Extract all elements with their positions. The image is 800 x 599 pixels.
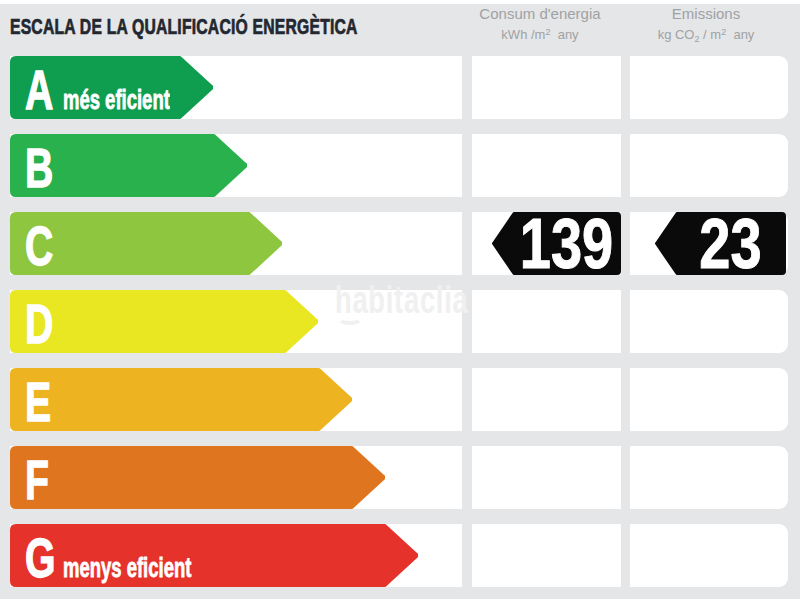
rating-letter: C [25, 223, 53, 269]
rating-letter: D [25, 301, 53, 347]
energy-rating-scale: ESCALA DE LA QUALIFICACIÓ ENERGÈTICA Con… [0, 0, 800, 599]
top-strip [0, 0, 800, 4]
watermark-smile-icon [337, 312, 363, 325]
emissions-header-unit: kg CO2 / m2 any [626, 28, 786, 44]
rating-arrow [10, 290, 318, 353]
rating-row-g: G menys eficient [0, 524, 800, 587]
rating-caption: més eficient [63, 90, 170, 110]
rating-row-e: E [0, 368, 800, 431]
page-title: ESCALA DE LA QUALIFICACIÓ ENERGÈTICA [10, 15, 358, 40]
emissions-value-tag-value: 23 [686, 212, 775, 275]
consum-value-tag: 139 [492, 212, 621, 275]
rating-letter: F [25, 457, 49, 503]
consum-cell [472, 290, 621, 353]
consum-column-header: Consum d'energia kWh /m2 any [460, 6, 620, 41]
emissions-cell [630, 368, 788, 431]
rating-letter: G [25, 535, 55, 581]
rating-letter: B [25, 145, 53, 191]
consum-value-tag-value: 139 [523, 212, 610, 275]
rating-arrow [10, 368, 352, 431]
emissions-header-title: Emissions [626, 6, 786, 21]
emissions-cell [630, 56, 788, 119]
emissions-cell [630, 446, 788, 509]
consum-cell [472, 446, 621, 509]
emissions-cell [630, 290, 788, 353]
rating-caption: menys eficient [63, 558, 191, 578]
emissions-column-header: Emissions kg CO2 / m2 any [626, 6, 786, 44]
rating-row-a: A més eficient [0, 56, 800, 119]
rating-row-b: B [0, 134, 800, 197]
emissions-cell [630, 134, 788, 197]
consum-cell [472, 134, 621, 197]
rating-letter: E [25, 379, 51, 425]
consum-cell [472, 56, 621, 119]
rating-letter: A [25, 67, 53, 113]
rating-arrow [10, 446, 385, 509]
consum-header-title: Consum d'energia [460, 6, 620, 21]
consum-cell [472, 524, 621, 587]
emissions-value-tag: 23 [655, 212, 786, 275]
emissions-cell [630, 524, 788, 587]
rating-row-f: F [0, 446, 800, 509]
consum-header-unit: kWh /m2 any [460, 28, 620, 41]
consum-cell [472, 368, 621, 431]
rating-row-c: C 139 23 [0, 212, 800, 275]
